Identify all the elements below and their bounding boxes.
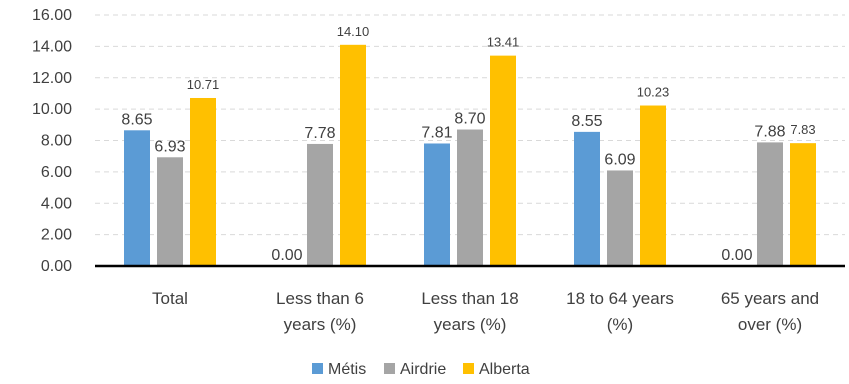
data-label: 14.10 (337, 24, 370, 39)
data-label: 8.70 (454, 111, 485, 128)
bar-alberta (790, 143, 816, 266)
bar-mtis (574, 131, 600, 266)
x-tick-label: Less than 6 (276, 289, 364, 308)
bar-airdrie (307, 143, 333, 266)
x-tick-label: years (%) (434, 315, 507, 334)
y-tick-label: 4.00 (41, 195, 72, 212)
legend-swatch (463, 363, 474, 374)
y-tick-label: 10.00 (32, 101, 72, 118)
y-tick-label: 0.00 (41, 258, 72, 275)
y-tick-label: 16.00 (32, 7, 72, 24)
data-label: 8.55 (571, 113, 602, 130)
category-labels: Total Less than 6 years (%) Less than 18 yea… (152, 289, 819, 334)
data-label: 10.71 (187, 77, 220, 92)
data-label: 10.23 (637, 85, 670, 100)
data-label: 6.93 (154, 138, 185, 155)
bar-airdrie (607, 170, 633, 266)
legend: Métis Airdrie Alberta (312, 361, 530, 378)
data-label: 8.65 (121, 111, 152, 128)
data-label: 13.41 (487, 35, 520, 50)
x-tick-label: Less than 18 (421, 289, 518, 308)
bar-airdrie (457, 129, 483, 266)
legend-label: Airdrie (400, 361, 446, 378)
x-tick-label: 65 years and (721, 289, 819, 308)
gridlines (95, 14, 845, 236)
legend-label: Alberta (479, 361, 530, 378)
data-label: 7.88 (754, 123, 785, 140)
bar-alberta (190, 97, 216, 266)
bar-mtis (424, 143, 450, 266)
data-label: 7.78 (304, 125, 335, 142)
bar-airdrie (757, 142, 783, 266)
y-tick-label: 2.00 (41, 227, 72, 244)
bars (124, 44, 816, 267)
y-tick-label: 12.00 (32, 70, 72, 87)
x-tick-label: (%) (607, 315, 633, 334)
y-axis-ticks: 0.00 2.00 4.00 6.00 8.00 10.00 12.00 14.00 16.00 (32, 7, 72, 275)
x-tick-label: 18 to 64 years (566, 289, 674, 308)
data-label: 0.00 (721, 247, 752, 264)
data-label: 0.00 (271, 247, 302, 264)
x-tick-label: Total (152, 289, 188, 308)
legend-swatch (384, 363, 395, 374)
y-tick-label: 8.00 (41, 133, 72, 150)
data-label: 7.81 (421, 124, 452, 141)
bar-airdrie (157, 157, 183, 266)
data-labels: 8.65 0.00 7.81 8.55 0.00 6.93 7.78 8.70 6.09 7.88… (121, 24, 815, 264)
x-tick-label: years (%) (284, 315, 357, 334)
legend-label: Métis (328, 361, 366, 378)
bar-mtis (124, 130, 150, 266)
bar-alberta (490, 55, 516, 266)
bar-alberta (340, 44, 366, 267)
bar-alberta (640, 105, 666, 266)
data-label: 6.09 (604, 151, 635, 168)
y-tick-label: 14.00 (32, 38, 72, 55)
x-tick-label: over (%) (738, 315, 802, 334)
data-label: 7.83 (790, 122, 815, 137)
legend-swatch (312, 363, 323, 374)
y-tick-label: 6.00 (41, 164, 72, 181)
